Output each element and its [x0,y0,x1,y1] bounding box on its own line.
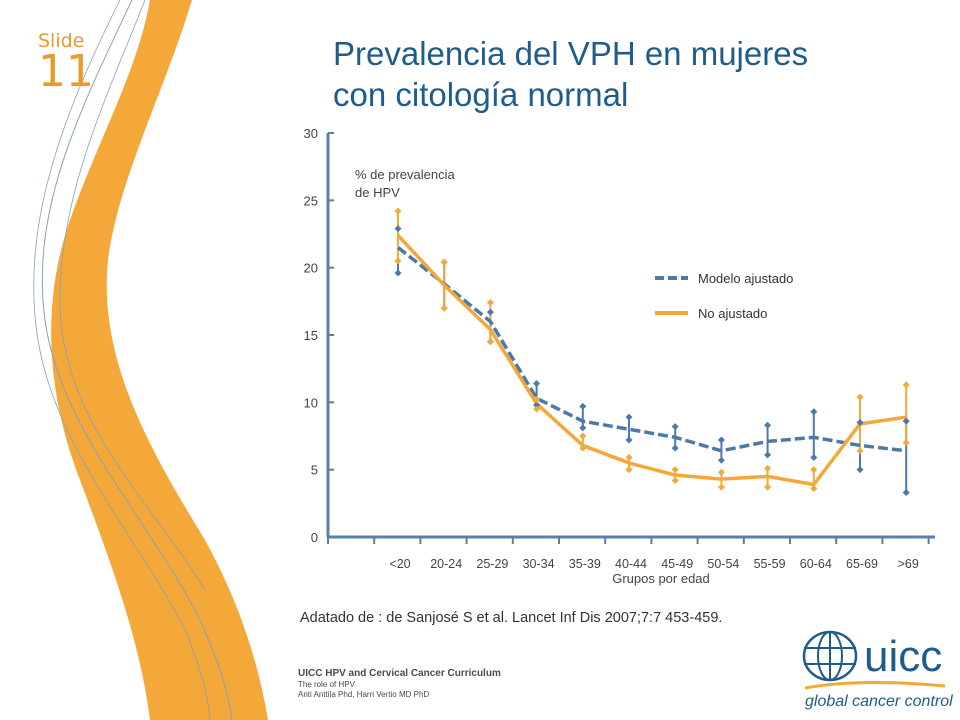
ci-marker [486,299,494,307]
x-tick-label: 40-44 [615,557,647,571]
chart-axes [326,132,935,544]
ci-marker [902,417,910,425]
ci-marker [717,468,725,476]
globe-icon [802,630,946,690]
ci-marker [579,432,587,440]
footer-course: UICC HPV and Cervical Cancer Curriculum [298,668,501,679]
y-tick-label: 20 [304,261,318,276]
series-lines [396,234,907,487]
axis-labels: 0 5 10 15 20 25 30 <20 20-24 25-29 30-34 35-39 40-44… [304,126,919,586]
ci-marker [856,466,864,474]
ci-marker [856,393,864,401]
ci-marker [533,401,541,409]
ci-marker [810,454,818,462]
ci-marker [764,483,772,491]
y-axis-title: % de prevalencia [355,167,455,182]
x-tick-label: 35-39 [569,557,601,571]
footer-authors: Anti Anttila Phd, Harri Vertio MD PhD [298,690,430,699]
ci-marker [671,423,679,431]
x-tick-label: <20 [389,557,410,571]
ci-marker [625,413,633,421]
ci-marker [394,207,402,215]
ci-marker [764,451,772,459]
x-tick-label: 20-24 [430,557,462,571]
citation: Adatado de : de Sanjosé S et al. Lancet … [300,610,723,626]
decorative-swoosh [33,0,268,720]
ci-marker [533,379,541,387]
title-line-2: con citología normal [333,76,629,113]
ci-marker [394,257,402,265]
ci-marker [440,258,448,266]
ci-marker [764,421,772,429]
ci-marker [394,225,402,233]
series-line-no-ajustado [396,234,907,487]
ci-marker [856,419,864,427]
ci-marker [810,466,818,474]
legend-label: Modelo ajustado [698,271,793,286]
slide-title: Prevalencia del VPH en mujeres con citol… [333,33,933,115]
x-tick-label: 65-69 [846,557,878,571]
y-tick-label: 30 [304,126,318,141]
ci-marker [579,424,587,432]
ci-marker [902,381,910,389]
slide-label: Slide [38,30,85,52]
ci-marker [486,308,494,316]
y-tick-label: 5 [311,463,318,478]
y-tick-label: 0 [311,530,318,545]
ci-marker [579,402,587,410]
title-line-1: Prevalencia del VPH en mujeres [333,35,809,72]
slide-number: 11 [38,46,94,97]
y-tick-label: 10 [304,395,318,410]
legend-label: No ajustado [698,306,767,321]
ci-marker [764,464,772,472]
ci-marker [856,447,864,455]
footer-topic: The role of HPV [298,680,355,689]
ci-marker [394,269,402,277]
ci-marker [579,444,587,452]
y-tick-label: 25 [304,193,318,208]
ci-marker [625,466,633,474]
ci-marker [671,466,679,474]
uicc-tagline: global cancer control [805,693,953,710]
footer: UICC HPV and Cervical Cancer Curriculum … [298,667,501,700]
ci-marker [902,439,910,447]
x-tick-label: 50-54 [707,557,739,571]
series-line-modelo-ajustado [396,246,907,453]
ci-marker [671,444,679,452]
x-tick-label: >69 [898,557,919,571]
ci-marker [902,489,910,497]
ci-marker [625,454,633,462]
ci-marker [625,436,633,444]
y-tick-label: 15 [304,328,318,343]
x-tick-label: 55-59 [754,557,786,571]
ci-marker [533,405,541,413]
ci-marker [533,396,541,404]
ci-marker [486,338,494,346]
uicc-logo-text: uicc [864,632,943,681]
x-tick-label: 45-49 [661,557,693,571]
y-axis-title: de HPV [355,185,400,200]
ci-marker [717,483,725,491]
chart-legend: Modelo ajustado No ajustado [655,271,793,321]
ci-markers [394,207,910,497]
error-bars [397,211,908,493]
ci-marker [717,456,725,464]
ci-marker [810,408,818,416]
ci-marker [717,436,725,444]
ci-marker [810,485,818,493]
ci-marker [440,304,448,312]
x-axis-title: Grupos por edad [612,571,710,586]
x-tick-label: 25-29 [476,557,508,571]
x-tick-label: 60-64 [800,557,832,571]
x-tick-label: 30-34 [523,557,555,571]
ci-marker [671,476,679,484]
